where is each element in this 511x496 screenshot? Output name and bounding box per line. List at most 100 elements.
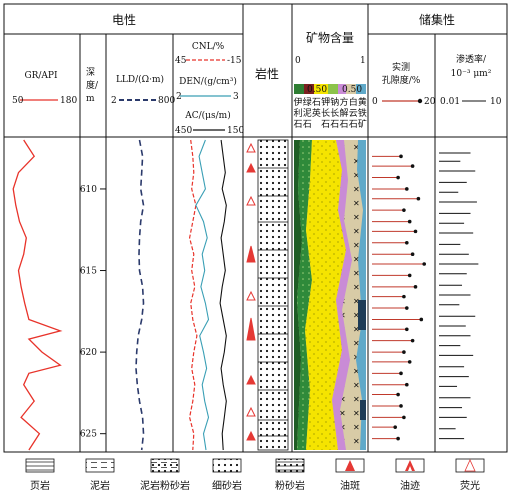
lithology-column [246, 139, 289, 451]
depth-tick-label: 615 [80, 267, 97, 277]
den-label: DEN/(g/cm³) [179, 76, 237, 87]
lld-max: 800 [158, 96, 175, 106]
mineral-col-label: 石 [312, 98, 321, 108]
legend-label: 细砂岩 [212, 479, 242, 492]
mineral-col-label: 云 [349, 109, 358, 119]
porosity-point [419, 317, 424, 322]
lithology-legend: 页岩 泥岩 泥岩粉砂岩 细砂岩 粉砂岩 油斑 油迹 荧光 [25, 458, 485, 492]
header-mineral: 矿物含量 [306, 30, 354, 45]
cnl-max: -15 [227, 56, 242, 66]
porosity-point [393, 425, 398, 429]
legend-item-fine-sandstone: 细砂岩 [212, 458, 242, 492]
mineral-mark-left: 0.50 [307, 85, 327, 95]
depth-label-1: 深 [86, 67, 95, 78]
porosity-point [402, 208, 406, 212]
mineral-col-label: 泥 [303, 108, 312, 119]
cnl-min: 45 [175, 56, 187, 66]
porosity-point [396, 392, 400, 397]
mineral-col-label: 利 [293, 107, 302, 119]
porosity-max: 20 [424, 97, 436, 107]
porosity-point [416, 196, 421, 201]
ac-max: 150 [227, 126, 244, 136]
depth-label-3: m [86, 94, 95, 104]
gr-label: GR/API [24, 71, 58, 81]
porosity-point [405, 306, 409, 310]
mineral-col-label: 长 [321, 107, 330, 119]
mineral-header-strip [294, 84, 366, 94]
curve-lld [135, 139, 145, 451]
porosity-point [405, 240, 409, 245]
legend-item-fluorescence: 荧光 [455, 458, 485, 492]
legend-label: 页岩 [30, 479, 50, 492]
mineral-mark-right: 0.50 [342, 85, 362, 95]
header-electrical: 电性 [112, 13, 136, 27]
mineral-col-label: 矿 [358, 118, 367, 130]
mineral-col-label: 石 [303, 120, 312, 130]
depth-label-2: 度/ [86, 79, 99, 91]
mineral-col-label: 伊 [293, 96, 302, 108]
legend-label: 油迹 [400, 479, 420, 492]
porosity-point [410, 252, 415, 257]
porosity-point [399, 154, 403, 159]
legend-label: 泥岩 [90, 479, 110, 492]
legend-item-mudstone: 泥岩 [85, 458, 115, 492]
legend-label: 粉砂岩 [275, 479, 305, 492]
mineral-col-label: 石 [330, 120, 339, 130]
porosity-marks [372, 154, 427, 441]
mineral-col-label: 绿 [303, 96, 312, 108]
den-max: 3 [233, 92, 239, 102]
depth-tick-label: 620 [80, 348, 97, 358]
mineral-col-label: 黄 [358, 96, 367, 108]
porosity-point [396, 175, 400, 180]
curve-den [195, 139, 210, 451]
legend-item-siltstone: 粉砂岩 [275, 458, 305, 492]
porosity-legend-dot [417, 98, 423, 104]
legend-label: 油斑 [340, 479, 360, 492]
porosity-label-1: 实测 [392, 61, 410, 73]
legend-item-shale: 页岩 [25, 458, 55, 492]
mineral-col-label: 钠 [330, 96, 339, 108]
porosity-point [399, 371, 403, 376]
porosity-point [402, 294, 406, 299]
mineral-col-label: 方 [339, 96, 348, 108]
mineral-col-label: 铁 [358, 107, 367, 119]
mineral-stack-area [294, 140, 366, 450]
gr-min: 50 [12, 96, 24, 106]
depth-tick-label: 610 [80, 185, 97, 195]
header-reservoir: 储集性 [419, 12, 455, 27]
mineral-col-label: 长 [330, 107, 339, 119]
mineral-col-label: 白 [349, 96, 358, 108]
curve-gr [12, 139, 63, 451]
perm-label-1: 渗透率/ [456, 53, 487, 65]
porosity-point [396, 436, 400, 441]
perm-label-2: 10⁻³ μm² [451, 69, 492, 79]
mineral-min: 0 [295, 56, 301, 66]
porosity-point [413, 229, 418, 234]
mineral-col-label: 英 [312, 107, 321, 119]
ac-min: 450 [175, 126, 192, 136]
porosity-label-2: 孔隙度/% [382, 74, 421, 86]
porosity-point [410, 338, 415, 343]
log-curves [12, 139, 227, 451]
mineral-col-label: 钾 [321, 96, 330, 108]
porosity-point [407, 360, 412, 364]
mineral-col-label: 石 [321, 120, 330, 130]
table-grid [3, 3, 508, 453]
cnl-label: CNL/% [192, 42, 225, 52]
legend-item-oil-trace: 油迹 [395, 458, 425, 492]
mineral-col-label: 石 [349, 120, 358, 130]
legend-label: 荧光 [460, 479, 480, 492]
mineral-col-label: 解 [339, 107, 348, 119]
lld-label: LLD/(Ω·m) [116, 74, 164, 85]
perm-max: 10 [490, 97, 502, 107]
porosity-point [402, 350, 406, 354]
porosity-point [407, 219, 412, 224]
porosity-point [405, 382, 409, 387]
curve-ac [219, 139, 227, 451]
depth-axis: 610 615 620 625 [80, 185, 106, 440]
mineral-col-label: 石 [293, 120, 302, 130]
porosity-point [422, 262, 427, 266]
gr-max: 180 [60, 96, 77, 106]
mineral-col-label: 石 [339, 120, 348, 130]
